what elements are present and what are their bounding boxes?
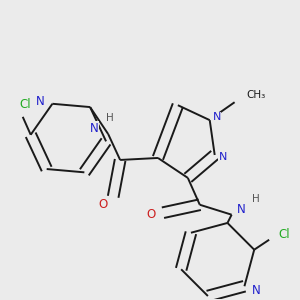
Text: Cl: Cl <box>278 228 290 241</box>
Text: N: N <box>90 122 99 135</box>
Text: H: H <box>106 113 114 123</box>
Text: N: N <box>252 284 261 297</box>
Text: O: O <box>99 198 108 211</box>
Text: N: N <box>212 112 221 122</box>
Text: N: N <box>36 95 45 108</box>
Text: Cl: Cl <box>19 98 31 111</box>
Text: CH₃: CH₃ <box>247 90 266 100</box>
Text: O: O <box>146 208 156 221</box>
Text: N: N <box>237 203 246 216</box>
Text: H: H <box>252 194 260 204</box>
Text: N: N <box>218 152 227 162</box>
